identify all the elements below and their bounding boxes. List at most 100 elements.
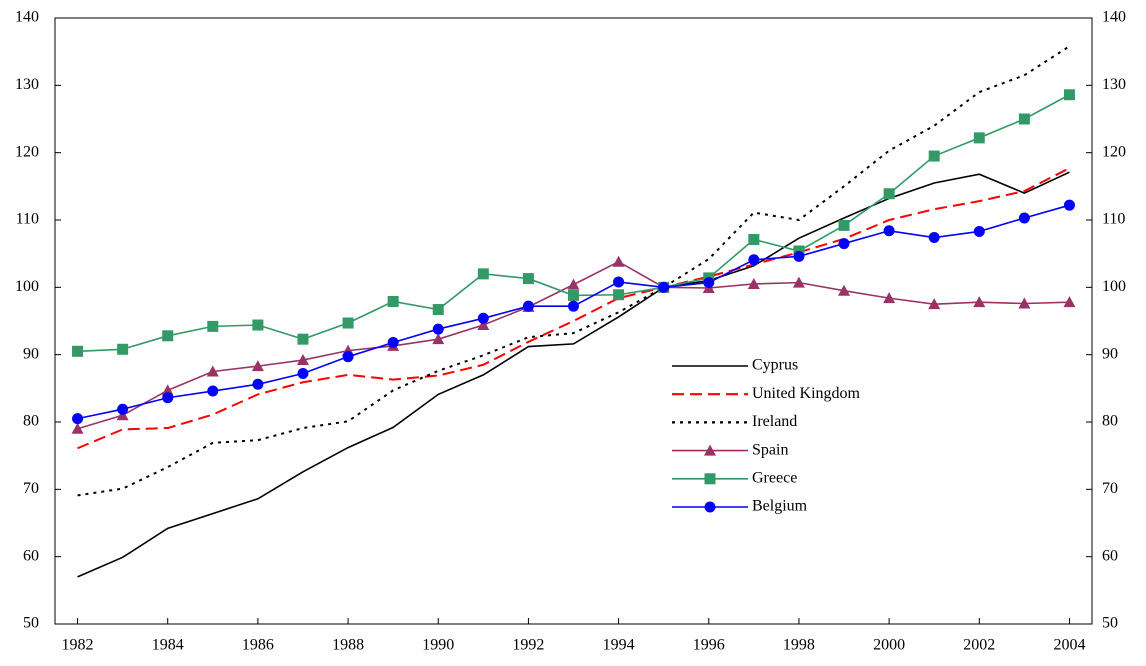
y2-tick-label: 70 <box>1102 480 1118 497</box>
y-tick-label: 50 <box>23 615 39 632</box>
x-tick-label: 2002 <box>963 637 995 654</box>
point <box>928 232 940 244</box>
legend-label: United Kingdom <box>752 385 861 402</box>
x-tick-label: 1986 <box>242 637 274 654</box>
point <box>297 368 309 380</box>
legend-marker <box>704 444 716 456</box>
point <box>161 384 174 396</box>
legend-label: Greece <box>752 469 797 486</box>
point <box>838 219 850 231</box>
point <box>1018 212 1030 224</box>
legend-marker <box>704 501 716 513</box>
y2-tick-label: 130 <box>1102 76 1126 93</box>
point <box>928 150 940 162</box>
point <box>613 289 625 301</box>
point <box>612 255 625 267</box>
point <box>838 238 850 250</box>
point <box>162 330 174 342</box>
point <box>973 225 985 237</box>
point <box>72 345 84 357</box>
point <box>568 300 579 312</box>
legend-marker <box>704 473 716 485</box>
point <box>116 409 129 421</box>
point <box>207 385 219 397</box>
point <box>296 354 309 366</box>
x-tick-label: 1994 <box>603 637 635 654</box>
point <box>568 289 579 301</box>
point <box>297 333 309 345</box>
point <box>477 312 489 324</box>
y-tick-label: 100 <box>15 278 39 295</box>
x-tick-label: 1988 <box>332 637 364 654</box>
point <box>883 188 895 200</box>
point <box>793 250 805 262</box>
x-tick-label: 1998 <box>783 637 815 654</box>
y-tick-label: 120 <box>15 143 39 160</box>
point <box>748 234 760 246</box>
point <box>387 295 399 307</box>
x-tick-label: 1992 <box>512 637 544 654</box>
point <box>251 360 264 372</box>
legend-label: Belgium <box>752 498 808 515</box>
point <box>613 276 625 288</box>
plot-frame <box>54 17 1093 625</box>
y-tick-label: 60 <box>23 547 39 564</box>
x-tick-label: 1984 <box>152 637 184 654</box>
point <box>432 304 444 316</box>
point <box>117 343 129 355</box>
point <box>1018 113 1030 125</box>
y2-tick-label: 140 <box>1102 9 1126 26</box>
y-tick-label: 130 <box>15 76 39 93</box>
point <box>973 296 986 308</box>
x-tick-label: 2000 <box>873 637 905 654</box>
point <box>658 281 670 293</box>
point <box>928 298 941 310</box>
y2-tick-label: 80 <box>1102 413 1118 430</box>
point <box>72 413 84 425</box>
y2-tick-label: 100 <box>1102 278 1126 295</box>
legend-label: Ireland <box>752 413 797 430</box>
point <box>432 333 445 345</box>
y-tick-label: 140 <box>15 9 39 26</box>
point <box>747 277 760 289</box>
point <box>1063 296 1076 308</box>
point <box>252 378 264 390</box>
y-tick-label: 110 <box>16 211 39 228</box>
point <box>477 268 489 280</box>
x-tick-label: 2004 <box>1053 637 1085 654</box>
point <box>1018 297 1031 309</box>
point <box>162 392 174 404</box>
point <box>206 365 219 377</box>
y2-tick-label: 120 <box>1102 143 1126 160</box>
point <box>432 323 444 335</box>
y-tick-label: 90 <box>23 345 39 362</box>
point <box>838 284 851 296</box>
point <box>477 319 490 331</box>
series-line <box>77 167 1070 450</box>
x-tick-label: 1982 <box>62 637 94 654</box>
point <box>748 254 760 266</box>
y2-tick-label: 110 <box>1102 211 1125 228</box>
point <box>973 132 985 144</box>
point <box>71 422 84 434</box>
point <box>703 277 715 289</box>
point <box>1063 199 1075 211</box>
point <box>117 403 129 415</box>
x-tick-label: 1990 <box>422 637 454 654</box>
series-line <box>77 45 1071 497</box>
legend-label: Spain <box>752 441 788 458</box>
point <box>1063 89 1075 101</box>
point <box>342 317 354 329</box>
y2-tick-label: 60 <box>1102 547 1118 564</box>
point <box>387 337 399 349</box>
point <box>252 319 264 331</box>
point <box>792 276 805 288</box>
point <box>342 351 354 363</box>
point <box>522 273 534 285</box>
legend-label: Cyprus <box>752 357 798 374</box>
y-tick-label: 70 <box>23 480 39 497</box>
point <box>883 225 895 237</box>
x-tick-label: 1996 <box>693 637 725 654</box>
point <box>207 320 219 332</box>
